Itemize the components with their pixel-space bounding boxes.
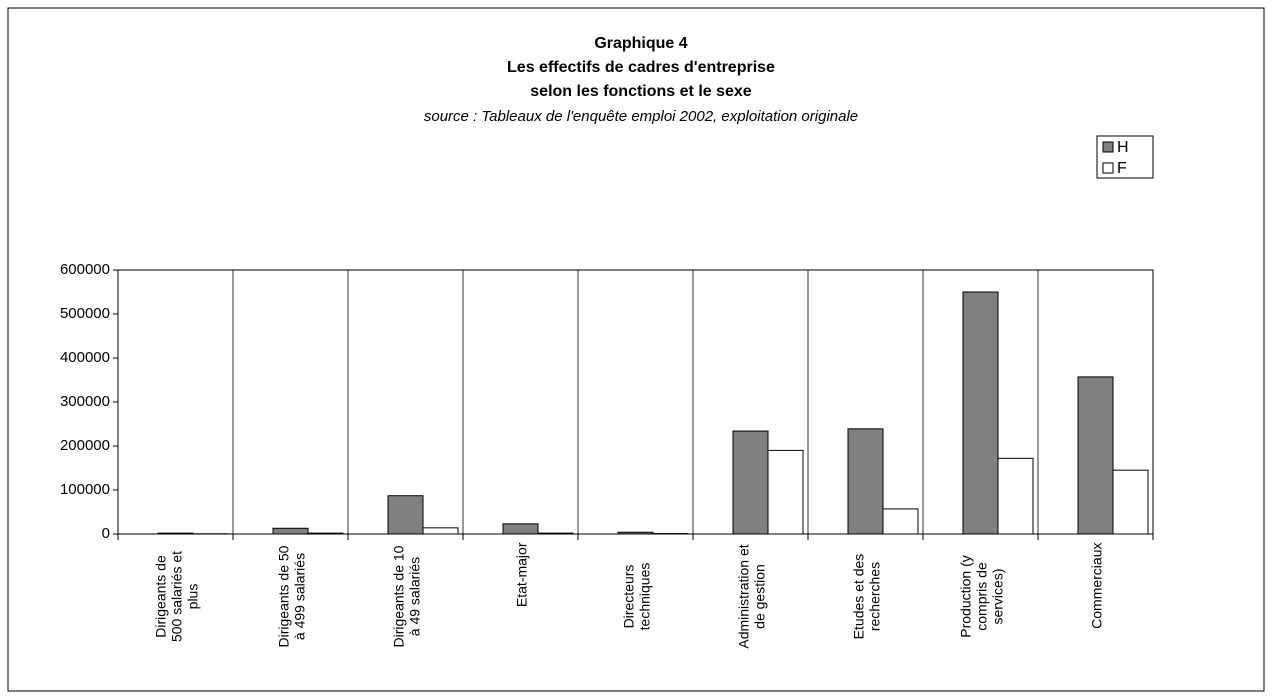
bar xyxy=(272,527,309,535)
bar xyxy=(387,495,424,535)
x-tick-label-box: Etat-major xyxy=(463,542,578,692)
x-tick-label: Directeurs techniques xyxy=(619,562,652,630)
chart-source: source : Tableaux de l'enquête emploi 20… xyxy=(424,108,858,125)
bar xyxy=(962,291,999,535)
x-tick-label-box: Dirigeants de 50 à 499 salariés xyxy=(233,542,348,692)
y-tick-label: 500000 xyxy=(60,305,110,322)
y-tick-label: 600000 xyxy=(60,261,110,278)
x-tick-label: Dirigeants de 500 salariés et plus xyxy=(151,550,200,642)
y-tick-label: 400000 xyxy=(60,349,110,366)
bar xyxy=(732,430,769,535)
y-tick-label: 200000 xyxy=(60,437,110,454)
bar xyxy=(997,457,1034,535)
x-tick-label-box: Production (y compris de services) xyxy=(923,542,1038,692)
bar xyxy=(157,532,194,535)
x-tick-label-box: Commerciaux xyxy=(1038,542,1153,692)
legend-swatch xyxy=(1102,141,1114,153)
bar xyxy=(767,449,804,535)
bar xyxy=(617,531,654,535)
x-tick-label-box: Dirigeants de 10 à 49 salariés xyxy=(348,542,463,692)
bar xyxy=(422,527,459,535)
chart-title: Graphique 4 xyxy=(594,35,687,52)
x-tick-label-box: Directeurs techniques xyxy=(578,542,693,692)
x-tick-label-box: Dirigeants de 500 salariés et plus xyxy=(118,542,233,692)
y-tick-label: 100000 xyxy=(60,481,110,498)
bar xyxy=(1077,376,1114,535)
bar xyxy=(882,508,919,535)
x-tick-label: Production (y compris de services) xyxy=(956,554,1005,638)
x-tick-label: Administration et de gestion xyxy=(734,543,767,649)
bar xyxy=(1112,469,1149,535)
x-tick-label: Dirigeants de 10 à 49 salariés xyxy=(389,545,422,647)
chart-subtitle: selon les fonctions et le sexe xyxy=(530,83,752,100)
y-tick-label: 300000 xyxy=(60,393,110,410)
legend-label: H xyxy=(1117,139,1129,156)
x-tick-label: Etudes et des recherches xyxy=(849,553,882,639)
x-tick-label: Dirigeants de 50 à 499 salariés xyxy=(274,545,307,647)
x-tick-label: Commerciaux xyxy=(1087,542,1104,629)
x-tick-label-box: Administration et de gestion xyxy=(693,542,808,692)
bar xyxy=(847,428,884,535)
bar xyxy=(537,532,574,535)
x-tick-label-box: Etudes et des recherches xyxy=(808,542,923,692)
bar xyxy=(502,523,539,535)
legend-swatch xyxy=(1102,162,1114,174)
x-tick-label: Etat-major xyxy=(512,542,529,607)
chart-subtitle: Les effectifs de cadres d'entreprise xyxy=(507,59,775,76)
y-tick-label: 0 xyxy=(102,525,110,542)
bar xyxy=(307,532,344,535)
legend-label: F xyxy=(1117,160,1127,177)
